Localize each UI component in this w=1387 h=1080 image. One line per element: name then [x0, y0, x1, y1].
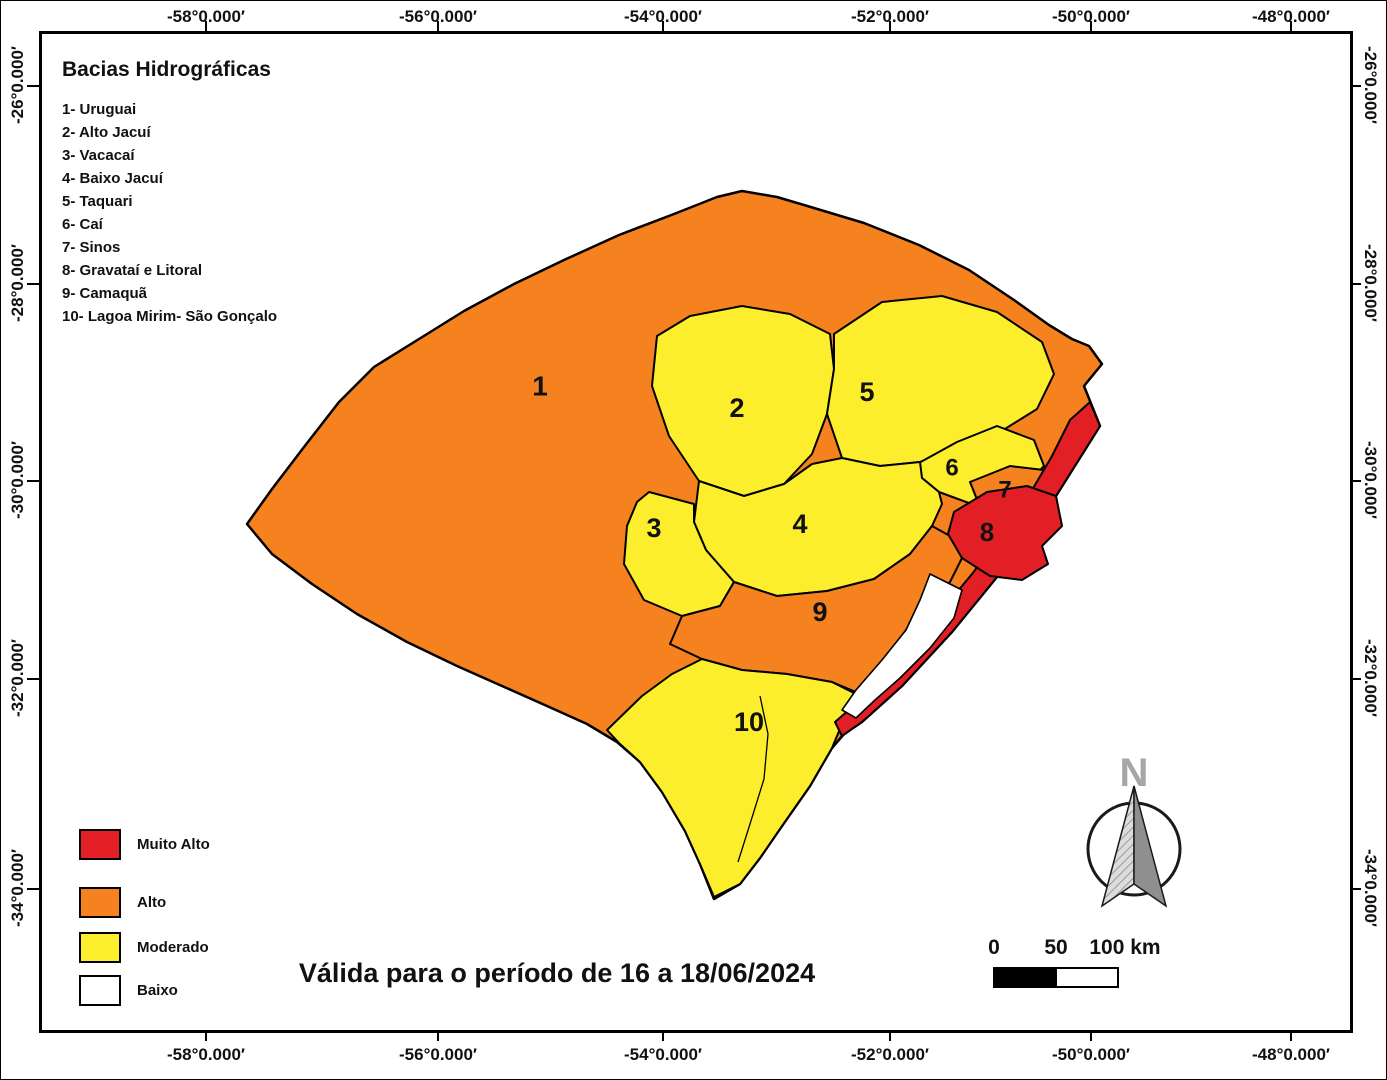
- north-arrow-right-half: [1133, 785, 1168, 908]
- axis-tick: [437, 1027, 439, 1041]
- lat-label-right: -32°0.000′: [1361, 639, 1380, 717]
- map-svg: 1 2 3 4 5 6 7 8 9 10 N 0 50 100 km: [245, 189, 1182, 988]
- risk-legend-row: Muito Alto: [79, 829, 210, 860]
- basin-list-item: 10- Lagoa Mirim- São Gonçalo: [62, 308, 278, 325]
- risk-swatch-baixo: [79, 975, 121, 1006]
- basin-list-item: 9- Camaquã: [62, 285, 148, 302]
- scale-label-0: 0: [988, 936, 1000, 959]
- axis-tick: [1290, 1027, 1292, 1041]
- risk-legend-row: Moderado: [79, 932, 209, 963]
- risk-label: Moderado: [137, 939, 209, 956]
- lat-label-right: -28°0.000′: [1361, 244, 1380, 322]
- basin-list-item: 7- Sinos: [62, 239, 121, 256]
- map-basin-number: 1: [532, 371, 548, 402]
- lon-label-bottom: -52°0.000′: [851, 1045, 929, 1064]
- lat-label-left: -34°0.000′: [8, 849, 27, 927]
- risk-label: Alto: [137, 894, 167, 911]
- lon-label-bottom: -58°0.000′: [167, 1045, 245, 1064]
- axis-tick: [205, 1027, 207, 1041]
- axis-tick: [27, 678, 41, 680]
- map-basin-number: 6: [945, 455, 958, 482]
- axis-tick: [1290, 21, 1292, 35]
- basin-list: Bacias Hidrográficas 1- Uruguai 2- Alto …: [62, 58, 277, 328]
- basin-list-item: 1- Uruguai: [62, 101, 137, 118]
- lat-label-left: -26°0.000′: [8, 46, 27, 124]
- risk-swatch-alto: [79, 887, 121, 918]
- risk-swatch-moderado: [79, 932, 121, 963]
- axis-tick: [889, 1027, 891, 1041]
- axis-tick: [1347, 678, 1361, 680]
- scale-label-50: 50: [1044, 936, 1067, 959]
- lat-label-right: -30°0.000′: [1361, 441, 1380, 519]
- map-basin-number: 8: [980, 517, 994, 547]
- lon-label-top: -52°0.000′: [851, 7, 929, 26]
- axis-tick: [889, 21, 891, 35]
- scale-bar-black-segment: [993, 967, 1057, 988]
- map-basin-number: 10: [734, 707, 764, 737]
- lon-label-bottom: -48°0.000′: [1252, 1045, 1330, 1064]
- region-2-alto-jacui: [651, 305, 835, 497]
- map-basin-number: 2: [729, 393, 744, 423]
- axis-tick: [1347, 283, 1361, 285]
- lon-label-top: -48°0.000′: [1252, 7, 1330, 26]
- map-basin-number: 7: [998, 477, 1011, 504]
- map-basin-number: 5: [859, 377, 874, 407]
- basin-list-item: 8- Gravataí e Litoral: [62, 262, 203, 279]
- lat-label-right: -34°0.000′: [1361, 849, 1380, 927]
- lat-label-left: -30°0.000′: [8, 441, 27, 519]
- basin-list-item: 3- Vacacaí: [62, 147, 135, 164]
- lon-label-bottom: -54°0.000′: [624, 1045, 702, 1064]
- lat-label-left: -32°0.000′: [8, 639, 27, 717]
- lat-label-right: -26°0.000′: [1361, 46, 1380, 124]
- axis-tick: [27, 888, 41, 890]
- north-arrow-left-half: [1100, 785, 1135, 908]
- axis-tick: [27, 85, 41, 87]
- risk-swatch-muito-alto: [79, 829, 121, 860]
- lon-label-top: -56°0.000′: [399, 7, 477, 26]
- basin-list-item: 6- Caí: [62, 216, 103, 233]
- basin-list-item: 4- Baixo Jacuí: [62, 170, 163, 187]
- basin-list-item: 2- Alto Jacuí: [62, 124, 151, 141]
- axis-tick: [27, 283, 41, 285]
- lagoa-dos-patos: [841, 573, 963, 719]
- lon-label-top: -54°0.000′: [624, 7, 702, 26]
- risk-legend-row: Baixo: [79, 975, 178, 1006]
- risk-legend-row: Alto: [79, 887, 166, 918]
- axis-tick: [205, 21, 207, 35]
- axis-tick: [1090, 1027, 1092, 1041]
- axis-tick: [662, 21, 664, 35]
- lat-label-left: -28°0.000′: [8, 244, 27, 322]
- map-basin-number: 4: [792, 509, 807, 539]
- lon-label-bottom: -50°0.000′: [1052, 1045, 1130, 1064]
- basin-list-item: 5- Taquari: [62, 193, 133, 210]
- region-10-lagoa-mirim: [606, 658, 857, 898]
- map-frame: 1 2 3 4 5 6 7 8 9 10 N 0 50 100 km Bacia…: [39, 31, 1353, 1033]
- axis-tick: [1347, 85, 1361, 87]
- axis-tick: [27, 480, 41, 482]
- region-8-gravatai-litoral: [947, 485, 1063, 581]
- risk-label: Baixo: [137, 982, 178, 999]
- validity-text: Válida para o período de 16 a 18/06/2024: [298, 958, 816, 988]
- axis-tick: [437, 21, 439, 35]
- map-basin-number: 9: [812, 597, 827, 627]
- scale-label-100km: 100 km: [1089, 936, 1160, 959]
- axis-tick: [662, 1027, 664, 1041]
- basin-list-title: Bacias Hidrográficas: [62, 58, 271, 81]
- map-basin-number: 3: [646, 513, 661, 543]
- axis-tick: [1347, 888, 1361, 890]
- lon-label-bottom: -56°0.000′: [399, 1045, 477, 1064]
- internal-boundary: [737, 695, 769, 863]
- axis-tick: [1347, 480, 1361, 482]
- risk-label: Muito Alto: [137, 836, 210, 853]
- axis-tick: [1090, 21, 1092, 35]
- lon-label-top: -50°0.000′: [1052, 7, 1130, 26]
- lon-label-top: -58°0.000′: [167, 7, 245, 26]
- scale-bar-white-segment: [1055, 967, 1119, 988]
